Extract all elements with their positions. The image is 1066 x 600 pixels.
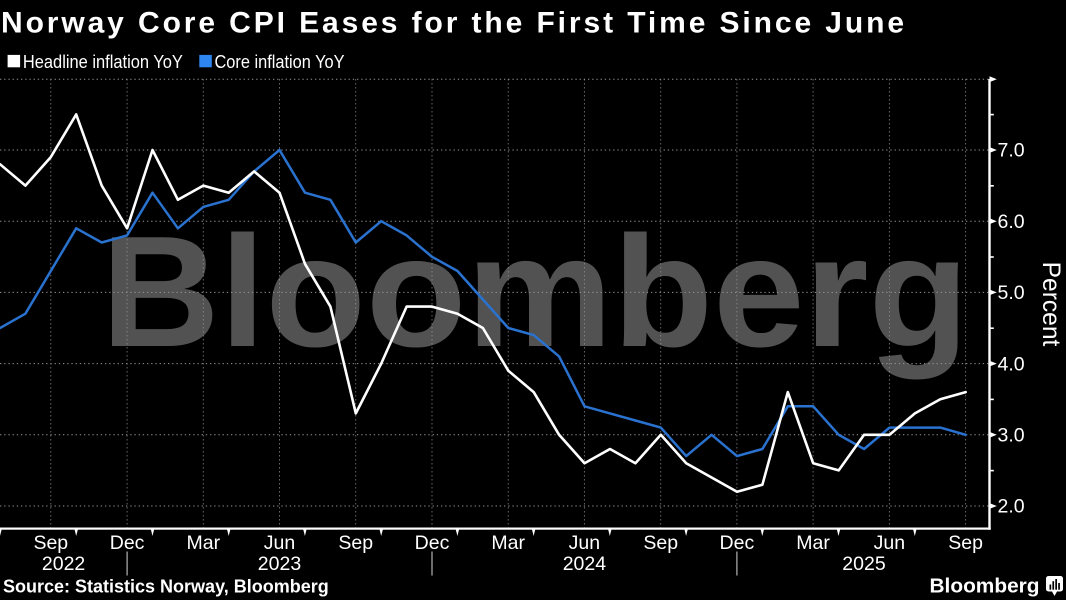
svg-text:2024: 2024: [563, 553, 607, 575]
svg-text:Sep: Sep: [338, 532, 373, 554]
svg-text:2023: 2023: [258, 553, 301, 575]
svg-text:Mar: Mar: [187, 532, 221, 554]
svg-text:Dec: Dec: [720, 532, 755, 554]
svg-text:Core inflation YoY: Core inflation YoY: [215, 51, 345, 72]
svg-text:6.0: 6.0: [998, 211, 1025, 233]
svg-text:2.0: 2.0: [998, 496, 1025, 518]
svg-text:5.0: 5.0: [998, 282, 1025, 304]
svg-text:2022: 2022: [42, 553, 85, 575]
svg-text:Mar: Mar: [491, 532, 525, 554]
svg-text:Jun: Jun: [874, 532, 905, 554]
svg-text:Bloomberg: Bloomberg: [930, 576, 1040, 598]
svg-text:4.0: 4.0: [998, 353, 1025, 375]
svg-text:Mar: Mar: [796, 532, 830, 554]
svg-text:Jun: Jun: [264, 532, 295, 554]
svg-text:Percent: Percent: [1037, 262, 1064, 347]
svg-text:Headline inflation YoY: Headline inflation YoY: [23, 51, 183, 72]
svg-text:Source: Statistics Norway, Blo: Source: Statistics Norway, Bloomberg: [3, 577, 329, 597]
svg-text:Sep: Sep: [643, 532, 678, 554]
svg-text:Jun: Jun: [569, 532, 600, 554]
svg-text:Sep: Sep: [948, 532, 983, 554]
svg-text:3.0: 3.0: [998, 425, 1025, 447]
svg-text:Norway Core CPI Eases for the: Norway Core CPI Eases for the First Time…: [1, 7, 904, 40]
svg-text:2025: 2025: [842, 553, 886, 575]
svg-text:Dec: Dec: [415, 532, 450, 554]
svg-text:Sep: Sep: [33, 532, 68, 554]
svg-text:Dec: Dec: [110, 532, 145, 554]
svg-text:7.0: 7.0: [998, 140, 1025, 162]
